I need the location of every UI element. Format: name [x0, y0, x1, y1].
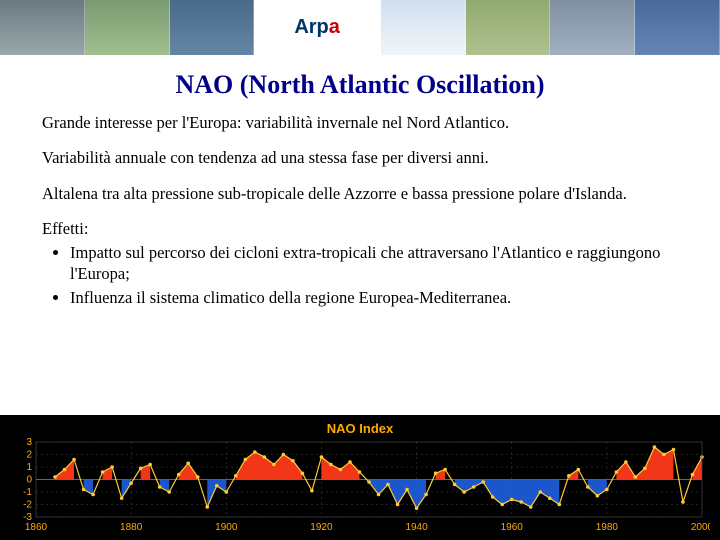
svg-text:1920: 1920	[310, 522, 333, 533]
svg-text:1980: 1980	[596, 522, 619, 533]
chart-title: NAO Index	[10, 421, 710, 436]
svg-text:1940: 1940	[405, 522, 428, 533]
paragraph: Grande interesse per l'Europa: variabili…	[42, 112, 678, 133]
svg-text:2: 2	[26, 450, 32, 461]
content-body: Grande interesse per l'Europa: variabili…	[0, 112, 720, 308]
paragraph: Variabilità annuale con tendenza ad una …	[42, 147, 678, 168]
effects-list: Impatto sul percorso dei cicloni extra-t…	[42, 242, 678, 308]
banner-segment	[170, 0, 255, 55]
page-title: NAO (North Atlantic Oscillation)	[0, 70, 720, 100]
effects-label: Effetti:	[42, 218, 678, 239]
logo-text: Arpa	[294, 16, 340, 39]
svg-text:1860: 1860	[25, 522, 48, 533]
logo-segment: Arpa	[254, 0, 381, 55]
list-item: Influenza il sistema climatico della reg…	[70, 287, 678, 308]
paragraph: Altalena tra alta pressione sub-tropical…	[42, 183, 678, 204]
list-item: Impatto sul percorso dei cicloni extra-t…	[70, 242, 678, 285]
svg-text:2000: 2000	[691, 522, 710, 533]
svg-text:1960: 1960	[501, 522, 524, 533]
banner-segment	[85, 0, 170, 55]
svg-text:-1: -1	[23, 487, 32, 498]
banner-segment	[466, 0, 551, 55]
svg-text:1880: 1880	[120, 522, 143, 533]
svg-text:3: 3	[26, 438, 32, 448]
header-banner: Arpa	[0, 0, 720, 55]
banner-segment	[381, 0, 466, 55]
nao-chart: NAO Index -3-2-1012318601880190019201940…	[0, 415, 720, 540]
chart-svg: -3-2-10123186018801900192019401960198020…	[10, 438, 710, 533]
banner-segment	[0, 0, 85, 55]
banner-segment	[635, 0, 720, 55]
svg-text:-2: -2	[23, 500, 32, 511]
svg-text:1: 1	[26, 462, 32, 473]
banner-segment	[550, 0, 635, 55]
svg-text:0: 0	[26, 475, 32, 486]
svg-text:1900: 1900	[215, 522, 238, 533]
